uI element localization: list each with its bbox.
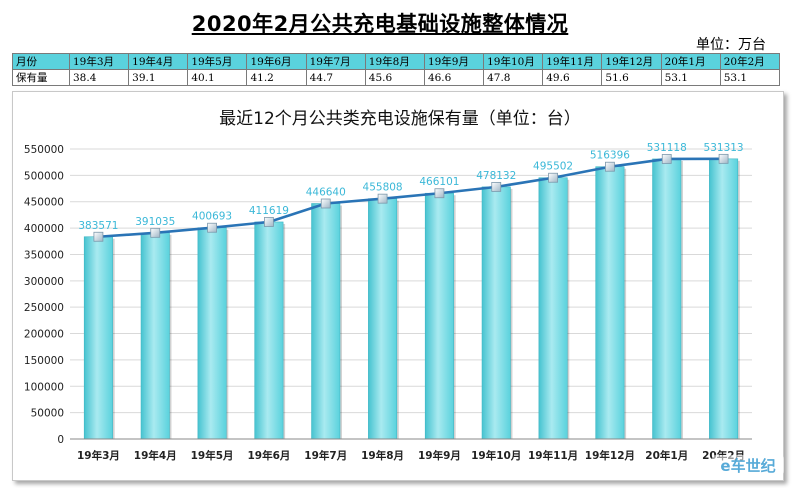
summary-value-cell: 44.7 bbox=[305, 69, 366, 86]
data-label: 391035 bbox=[135, 216, 175, 228]
line-marker bbox=[661, 154, 672, 164]
data-label: 400693 bbox=[192, 211, 232, 223]
data-label: 446640 bbox=[306, 186, 346, 198]
summary-header-row: 月份 19年3月 19年4月 19年5月 19年6月 19年7月 19年8月 19年9月 19… bbox=[12, 53, 781, 70]
summary-value-cell: 38.4 bbox=[68, 69, 130, 86]
x-tick-label: 19年10月 bbox=[471, 449, 521, 462]
bar bbox=[197, 227, 227, 440]
summary-table: 月份 19年3月 19年4月 19年5月 19年6月 19年7月 19年8月 19年9月 19… bbox=[12, 53, 781, 86]
x-tick-label: 19年8月 bbox=[361, 449, 404, 462]
line-marker bbox=[491, 181, 502, 192]
bar bbox=[481, 186, 511, 440]
summary-month-cell: 19年4月 bbox=[128, 53, 189, 70]
y-tick-label: 300000 bbox=[24, 276, 64, 288]
x-tick-label: 19年5月 bbox=[191, 449, 234, 462]
data-label: 516396 bbox=[590, 150, 630, 162]
x-tick-label: 19年6月 bbox=[247, 449, 290, 462]
data-label: 531313 bbox=[704, 142, 744, 154]
summary-value-cell: 40.1 bbox=[187, 69, 248, 86]
line-marker bbox=[150, 227, 161, 238]
watermark-logo: e车世纪 bbox=[712, 455, 784, 475]
bar bbox=[595, 166, 625, 440]
data-label: 411619 bbox=[249, 205, 289, 217]
summary-value-cell: 47.8 bbox=[483, 69, 544, 86]
series-line bbox=[98, 157, 724, 239]
x-tick-label: 19年9月 bbox=[418, 449, 461, 462]
line-marker bbox=[718, 153, 729, 164]
y-tick-label: 350000 bbox=[24, 249, 64, 261]
line-marker bbox=[605, 161, 615, 172]
summary-value-cell: 51.6 bbox=[601, 69, 662, 86]
data-label: 455808 bbox=[363, 182, 403, 194]
x-tick-label: 19年3月 bbox=[77, 449, 120, 462]
summary-value-cell: 53.1 bbox=[719, 69, 781, 86]
summary-value-cell: 41.2 bbox=[246, 69, 307, 86]
bar bbox=[652, 158, 682, 440]
bar bbox=[83, 236, 113, 440]
data-label: 466101 bbox=[419, 176, 459, 188]
y-tick-label: 250000 bbox=[24, 302, 64, 314]
summary-values-row: 保有量 38.4 39.1 40.1 41.2 44.7 45.6 46.6 47.8 49.6… bbox=[12, 69, 781, 86]
summary-month-cell: 19年10月 bbox=[483, 53, 544, 70]
bar bbox=[140, 232, 170, 440]
line-marker bbox=[207, 222, 217, 233]
summary-value-cell: 49.6 bbox=[542, 69, 603, 86]
y-tick-label: 450000 bbox=[24, 197, 64, 209]
svg-text:e车世纪: e车世纪 bbox=[720, 457, 775, 475]
summary-row-label: 保有量 bbox=[12, 69, 70, 86]
x-tick-label: 19年11月 bbox=[528, 449, 578, 462]
line-marker bbox=[548, 172, 558, 183]
summary-month-cell: 19年9月 bbox=[423, 53, 485, 70]
y-tick-label: 200000 bbox=[24, 329, 64, 341]
data-label: 495502 bbox=[533, 161, 573, 173]
summary-value-cell: 39.1 bbox=[128, 69, 189, 86]
bar bbox=[538, 177, 568, 440]
y-tick-label: 50000 bbox=[31, 408, 64, 420]
bar bbox=[424, 192, 454, 440]
unit-label: 单位：万台 bbox=[696, 37, 766, 53]
bar bbox=[709, 158, 739, 440]
summary-value-cell: 46.6 bbox=[423, 69, 485, 86]
x-tick-label: 19年4月 bbox=[134, 449, 177, 462]
data-label: 531118 bbox=[647, 142, 687, 154]
data-label: 478132 bbox=[476, 170, 516, 182]
y-tick-label: 400000 bbox=[24, 223, 64, 235]
summary-value-cell: 53.1 bbox=[660, 69, 721, 86]
x-tick-label: 20年1月 bbox=[645, 449, 688, 462]
y-tick-label: 550000 bbox=[24, 144, 64, 156]
summary-header-label: 月份 bbox=[12, 53, 70, 70]
summary-value-cell: 45.6 bbox=[364, 69, 425, 86]
y-tick-label: 500000 bbox=[24, 170, 64, 182]
line-marker bbox=[377, 193, 388, 204]
x-tick-label: 19年7月 bbox=[304, 449, 347, 462]
bar bbox=[311, 203, 341, 440]
bar bbox=[368, 198, 398, 440]
y-tick-label: 0 bbox=[57, 434, 64, 446]
bar bbox=[254, 221, 284, 440]
line-marker bbox=[264, 217, 274, 227]
data-label: 383571 bbox=[78, 220, 118, 232]
chart-title: 最近12个月公共类充电设施保有量（单位：台） bbox=[219, 109, 581, 129]
y-tick-label: 150000 bbox=[24, 355, 64, 367]
line-marker bbox=[434, 188, 445, 199]
y-tick-label: 100000 bbox=[24, 381, 64, 393]
line-marker bbox=[320, 198, 331, 209]
x-tick-label: 19年12月 bbox=[585, 449, 635, 462]
page-title: 2020年2月公共充电基础设施整体情况 bbox=[191, 12, 569, 36]
line-marker bbox=[93, 231, 104, 242]
